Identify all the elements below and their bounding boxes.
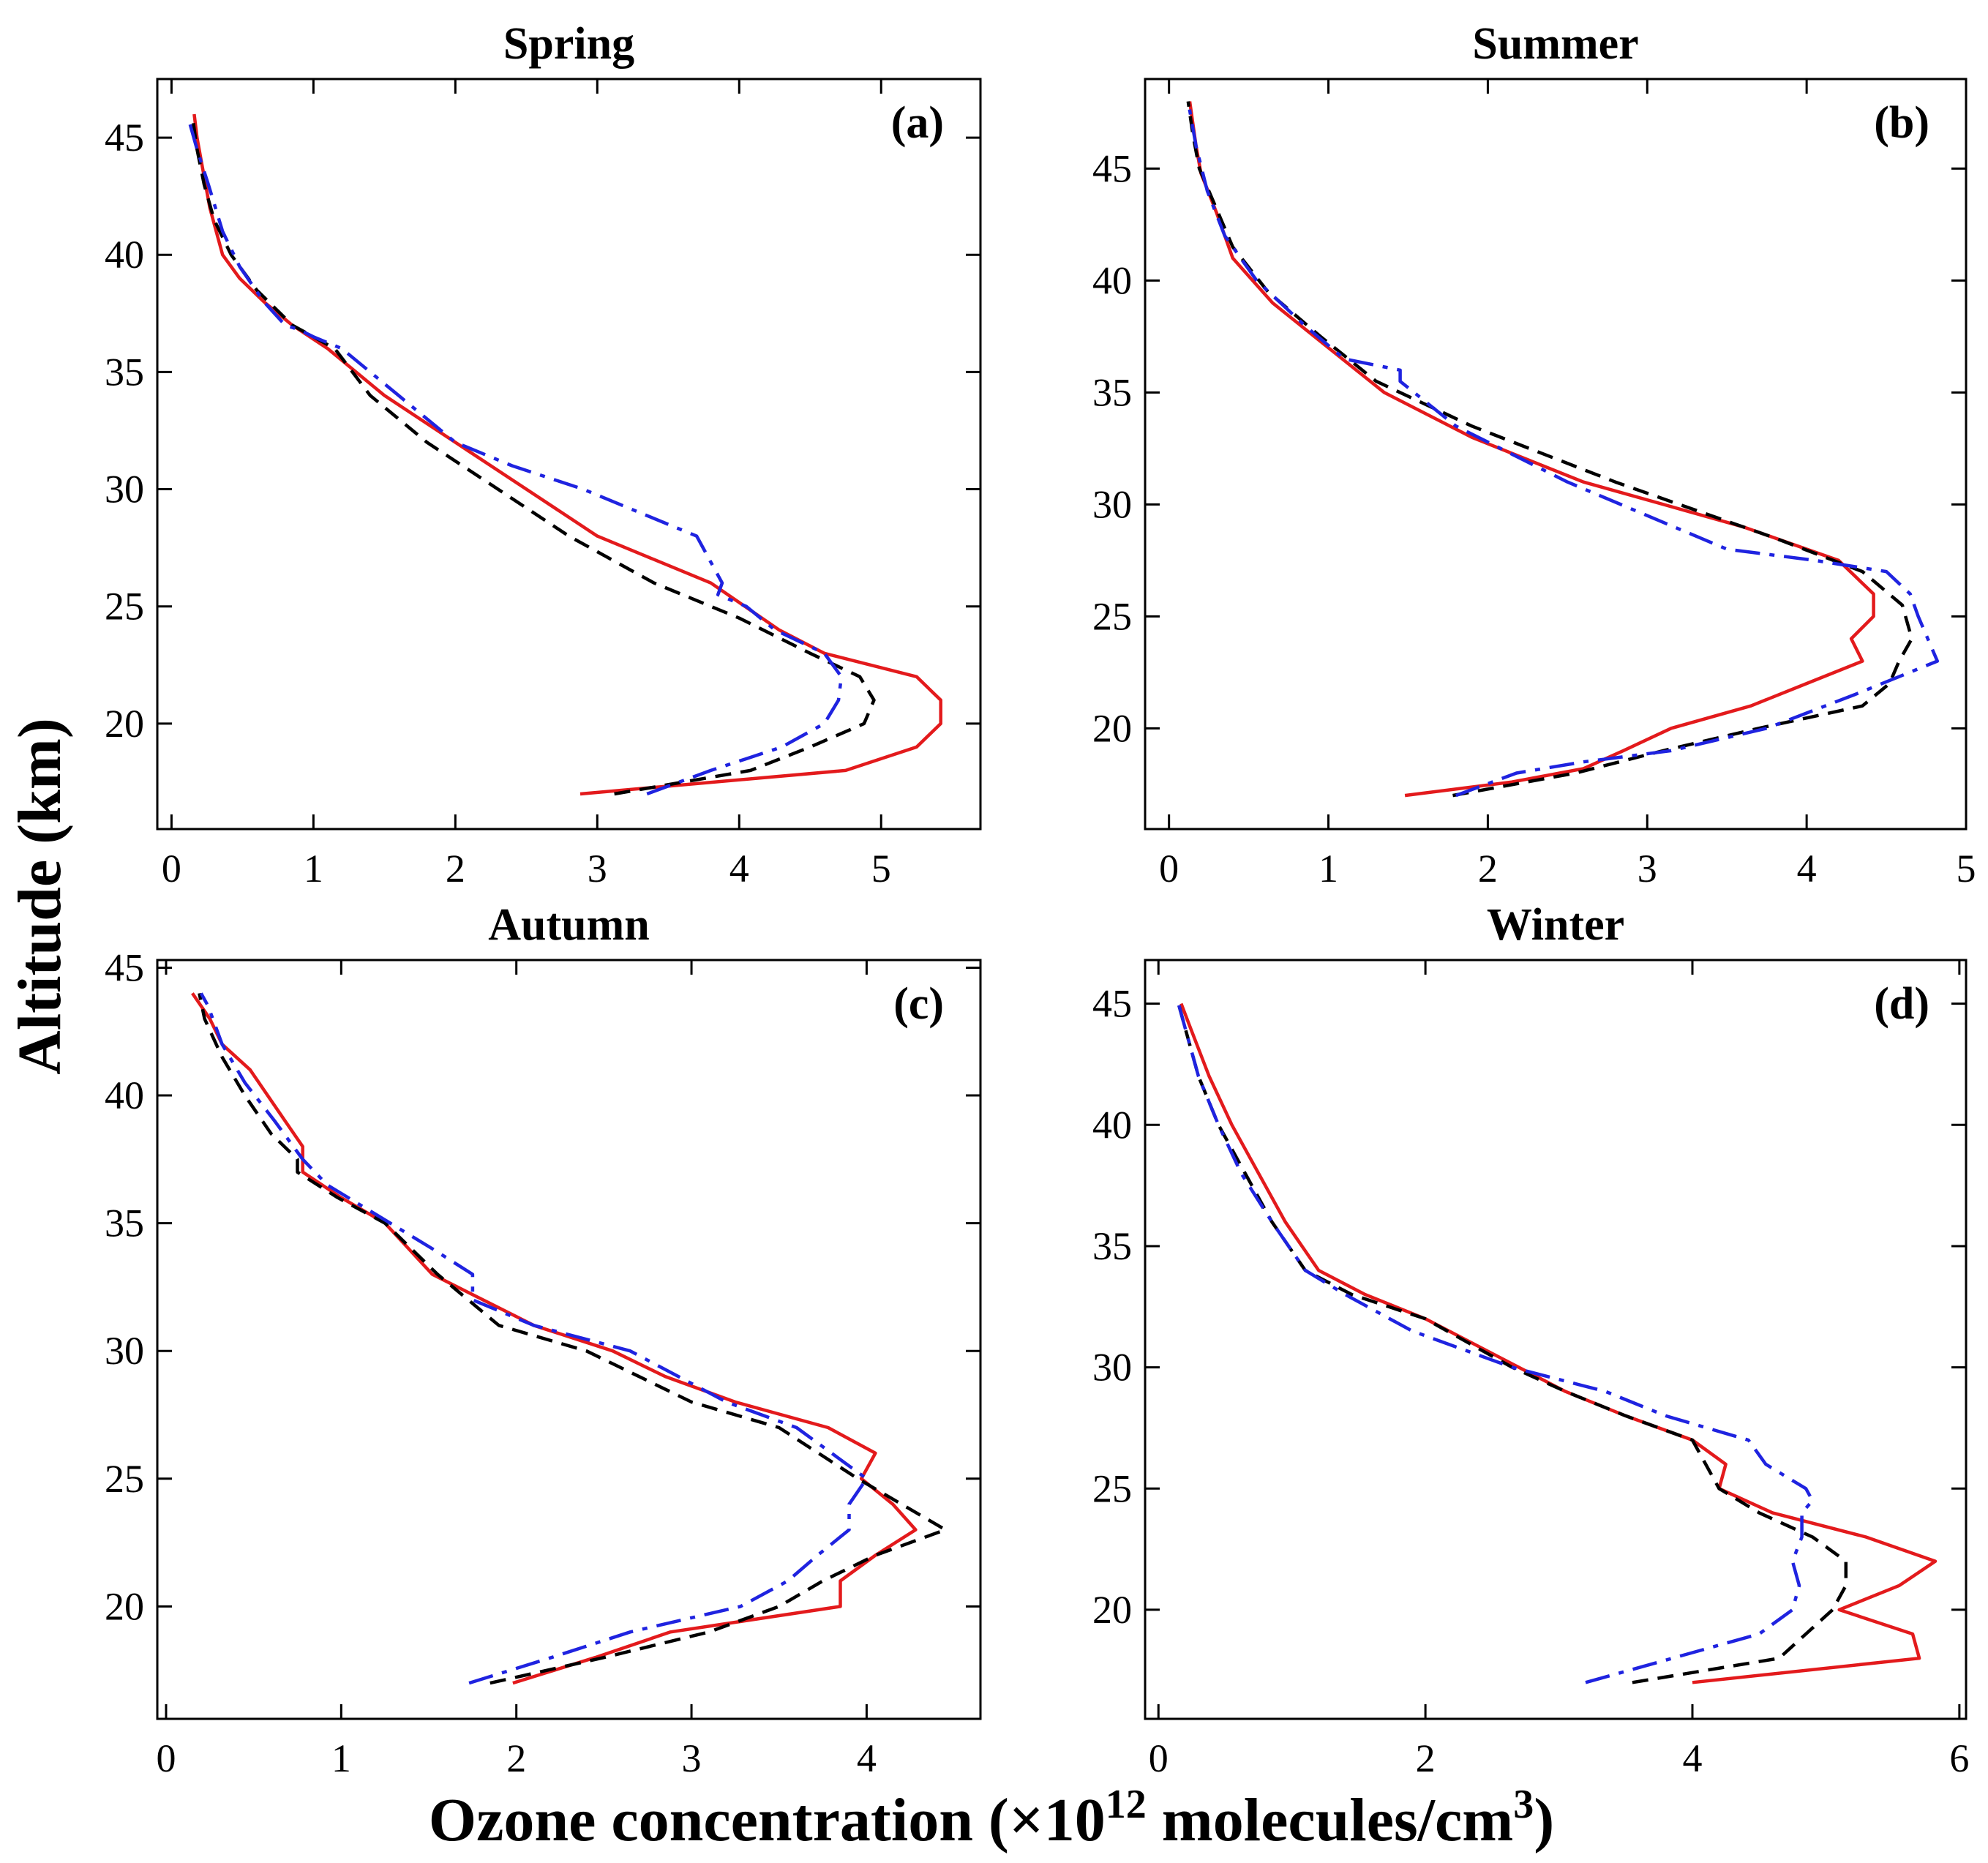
panel-title: Spring <box>503 19 634 69</box>
y-tick-label: 30 <box>1092 482 1132 526</box>
x-axis-title-exponent: 12 <box>1106 1782 1147 1827</box>
x-axis-title-units-exponent: 3 <box>1513 1782 1534 1827</box>
x-tick-label: 3 <box>1638 847 1657 891</box>
panel-label: (a) <box>891 98 944 148</box>
plot-frame <box>1144 78 1968 831</box>
plot-frame <box>1144 959 1968 1720</box>
panel-label: (d) <box>1874 979 1929 1029</box>
x-tick-label: 2 <box>446 847 465 891</box>
x-tick-label: 0 <box>1149 1736 1169 1780</box>
y-tick-label: 45 <box>1092 146 1132 190</box>
x-tick-label: 5 <box>1957 847 1976 891</box>
x-axis-title-main: Ozone concentration (×10 <box>429 1786 1106 1854</box>
y-tick-label: 40 <box>1092 258 1132 302</box>
x-tick-label: 1 <box>331 1736 351 1780</box>
y-tick-label: 40 <box>105 1073 144 1117</box>
panel-4: 0 2 4 6 20 25 30 35 40 45 Winter (d) <box>1092 900 1969 1780</box>
plot-frame <box>156 959 982 1720</box>
x-tick-label: 4 <box>1683 1736 1703 1780</box>
series-red-solid <box>1188 101 1875 798</box>
y-tick-label: 20 <box>105 702 144 746</box>
series-black-dashed <box>1177 1003 1848 1684</box>
x-tick-label: 0 <box>156 1736 176 1780</box>
panel-label: (c) <box>893 979 944 1029</box>
y-tick-label: 35 <box>1092 370 1132 414</box>
x-tick-label: 4 <box>1797 847 1817 891</box>
x-tick-label: 0 <box>162 847 181 891</box>
series-black-dashed <box>191 119 876 796</box>
series-blue-dashdot <box>199 992 869 1685</box>
x-tick-label: 1 <box>1319 847 1338 891</box>
x-tick-label: 5 <box>871 847 891 891</box>
y-tick-label: 30 <box>105 468 144 511</box>
x-tick-label: 3 <box>682 1736 702 1780</box>
y-tick-label: 30 <box>105 1329 144 1373</box>
y-tick-label: 20 <box>1092 706 1132 750</box>
x-tick-label: 6 <box>1949 1736 1969 1780</box>
y-tick-label: 45 <box>105 945 144 989</box>
panel-title: Summer <box>1472 19 1638 69</box>
x-tick-label: 2 <box>506 1736 526 1780</box>
x-tick-label: 0 <box>1159 847 1179 891</box>
x-tick-label: 4 <box>857 1736 877 1780</box>
series-blue-dashdot <box>1177 1003 1815 1684</box>
panel-3: 0 1 2 3 4 20 25 30 35 40 45 Autumn (c) <box>105 900 982 1780</box>
panel-title: Autumn <box>488 900 650 950</box>
x-tick-label: 2 <box>1478 847 1498 891</box>
x-tick-label: 3 <box>588 847 607 891</box>
x-tick-label: 4 <box>729 847 749 891</box>
series-black-dashed <box>1186 101 1914 798</box>
series-black-dashed <box>198 992 948 1685</box>
y-tick-label: 45 <box>105 116 144 160</box>
y-axis-title: Altitude (km) <box>6 718 74 1075</box>
y-tick-label: 45 <box>1092 982 1132 1026</box>
plot-frame <box>156 78 982 831</box>
x-axis-title-units: molecules/cm <box>1147 1786 1514 1854</box>
y-tick-label: 20 <box>105 1584 144 1628</box>
y-tick-label: 30 <box>1092 1346 1132 1390</box>
y-tick-label: 40 <box>105 233 144 277</box>
x-tick-label: 2 <box>1416 1736 1436 1780</box>
y-tick-label: 40 <box>1092 1103 1132 1147</box>
y-tick-label: 20 <box>1092 1588 1132 1632</box>
x-axis-title: Ozone concentration (×1012 molecules/cm3… <box>429 1782 1555 1854</box>
series-red-solid <box>191 992 918 1685</box>
y-tick-label: 25 <box>105 585 144 629</box>
x-axis-title-close: ) <box>1534 1786 1554 1854</box>
series-blue-dashdot <box>187 118 844 796</box>
y-tick-label: 35 <box>1092 1224 1132 1268</box>
series-red-solid <box>192 113 942 796</box>
y-tick-label: 25 <box>105 1457 144 1501</box>
y-tick-label: 25 <box>1092 594 1132 638</box>
y-tick-label: 35 <box>105 350 144 394</box>
y-tick-label: 35 <box>105 1202 144 1245</box>
y-tick-label: 25 <box>1092 1466 1132 1510</box>
series-blue-dashdot <box>1186 101 1940 798</box>
x-tick-label: 1 <box>304 847 323 891</box>
panel-title: Winter <box>1487 900 1624 950</box>
panel-label: (b) <box>1874 98 1929 148</box>
